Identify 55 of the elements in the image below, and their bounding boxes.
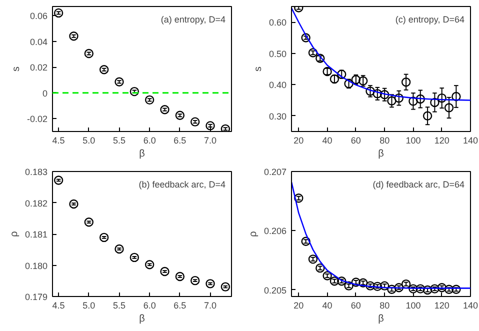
y-tick-label: 0.30 — [268, 111, 287, 122]
annotation: (d) feedback arc, D=64 — [372, 180, 465, 190]
x-tick-label: 5.5 — [112, 136, 126, 146]
x-tick-label: 80 — [380, 300, 390, 310]
y-tick-label: 0.04 — [30, 36, 48, 47]
y-tick-label: 0.207 — [264, 167, 287, 177]
x-tick-label: 120 — [434, 300, 450, 310]
y-tick-label: 0.183 — [24, 167, 48, 177]
x-tick-label: 6.0 — [143, 136, 156, 146]
x-tick-label: 140 — [462, 300, 478, 310]
y-tick-label: 0.60 — [268, 18, 287, 28]
x-tick-label: 20 — [294, 136, 304, 146]
x-tick-label: 4.5 — [52, 136, 65, 146]
y-tick-label: 0.205 — [264, 285, 287, 296]
x-tick-label: 5.5 — [112, 300, 126, 310]
x-axis-title: β — [139, 148, 146, 160]
x-tick-label: 20 — [294, 300, 304, 310]
annotation: (b) feedback arc, D=4 — [138, 180, 226, 190]
x-tick-label: 4.5 — [52, 300, 65, 310]
x-tick-label: 100 — [406, 136, 421, 146]
y-tick-label: 0.182 — [24, 198, 48, 208]
y-tick-label: 0.206 — [264, 226, 287, 236]
x-tick-label: 60 — [350, 300, 361, 310]
y-axis-title: ρ — [8, 230, 20, 237]
x-axis-title: β — [378, 148, 384, 160]
x-tick-label: 140 — [462, 136, 478, 146]
x-tick-label: 6.5 — [174, 300, 186, 310]
x-tick-label: 40 — [322, 136, 332, 146]
x-tick-label: 7.0 — [204, 300, 217, 310]
x-axis-title: β — [378, 314, 384, 324]
y-tick-label: 0.02 — [30, 62, 48, 73]
y-tick-label: 0 — [42, 88, 48, 98]
x-tick-label: 100 — [406, 300, 421, 310]
annotation: (c) entropy, D=64 — [395, 14, 465, 24]
x-tick-label: 60 — [350, 136, 361, 146]
x-tick-label: 5.0 — [82, 136, 96, 146]
y-tick-label: 0.06 — [30, 11, 48, 22]
x-tick-label: 7.0 — [204, 136, 217, 146]
x-axis-title: β — [139, 314, 146, 324]
y-tick-label: 0.179 — [24, 292, 48, 302]
y-axis-title: s — [10, 66, 22, 72]
annotation: (a) entropy, D=4 — [160, 14, 226, 24]
y-tick-label: 0.180 — [24, 260, 48, 271]
x-tick-label: 5.0 — [82, 300, 96, 310]
y-axis-title: ρ — [248, 230, 259, 237]
y-tick-label: 0.181 — [24, 230, 48, 240]
y-tick-label: 0.40 — [268, 80, 287, 90]
x-tick-label: 120 — [434, 136, 450, 146]
x-tick-label: 80 — [380, 136, 390, 146]
y-tick-label: -0.02 — [26, 114, 48, 124]
x-tick-label: 6.5 — [174, 136, 186, 146]
y-tick-label: 0.50 — [268, 48, 287, 59]
x-tick-label: 6.0 — [143, 300, 156, 310]
x-tick-label: 40 — [322, 300, 332, 310]
y-axis-title: s — [252, 66, 264, 72]
